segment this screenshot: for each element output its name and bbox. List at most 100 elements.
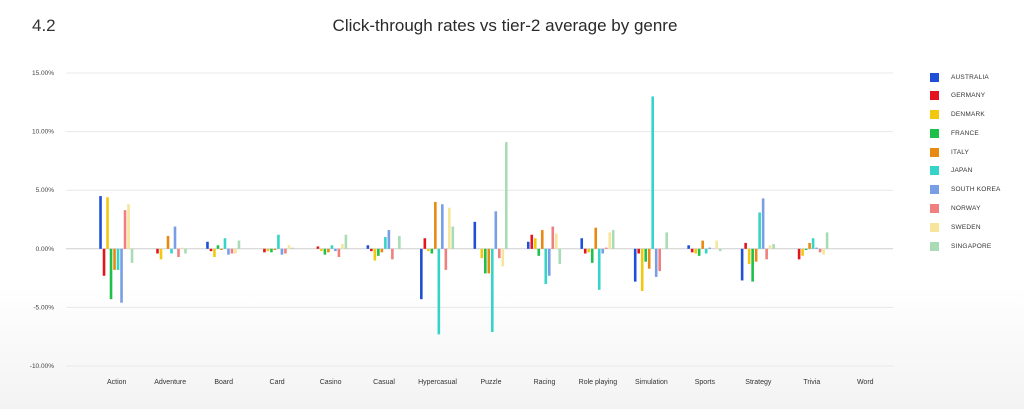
bar-action-australia	[99, 196, 102, 249]
bar-simulation-denmark	[640, 248, 644, 291]
bar-racing-germany	[530, 234, 534, 249]
bar-sports-japan	[704, 248, 708, 254]
legend-label: FRANCE	[951, 129, 979, 137]
bar-puzzle-south-korea	[494, 211, 498, 249]
bar-action-norway	[123, 210, 127, 249]
legend-swatch	[930, 204, 939, 214]
bar-adventure-italy	[166, 235, 170, 249]
bar-board-germany	[209, 248, 213, 252]
bar-role-playing-japan	[597, 248, 601, 290]
bar-casual-japan	[384, 237, 387, 249]
bar-role-playing-france	[590, 248, 594, 263]
legend-label: AUSTRALIA	[951, 73, 989, 81]
y-tick-label: 15.00%	[32, 70, 54, 77]
bar-adventure-denmark	[159, 248, 163, 260]
x-tick-label: Trivia	[803, 379, 820, 386]
legend-item: DENMARK	[930, 108, 1001, 122]
legend-item: GERMANY	[930, 89, 1001, 103]
x-tick-label: Card	[270, 379, 285, 386]
bar-board-singapore	[237, 240, 241, 249]
legend-swatch	[930, 72, 939, 82]
bar-card-italy	[273, 248, 277, 250]
bar-board-norway	[230, 248, 234, 254]
grid-lines	[66, 72, 893, 367]
bar-card-norway	[284, 248, 287, 254]
y-tick-label: 5.00%	[36, 187, 55, 194]
legend-label: SINGAPORE	[951, 242, 992, 250]
legend-swatch	[930, 166, 939, 176]
bar-puzzle-singapore	[505, 142, 508, 249]
x-tick-label: Casino	[320, 379, 342, 386]
x-tick-label: Word	[857, 379, 874, 386]
legend-item: FRANCE	[930, 126, 1001, 140]
bar-puzzle-france	[484, 248, 487, 274]
bar-sports-italy	[701, 240, 704, 249]
bar-action-italy	[113, 248, 116, 270]
bar-casual-denmark	[373, 248, 377, 261]
legend-label: JAPAN	[951, 167, 973, 175]
bar-action-singapore	[130, 248, 134, 263]
bar-sports-sweden	[715, 240, 718, 249]
x-tick-label: Hypercasual	[418, 379, 457, 386]
bar-trivia-south-korea	[815, 247, 818, 249]
x-tick-label: Action	[107, 379, 127, 386]
x-tick-label: Role playing	[579, 379, 618, 386]
bar-board-france	[216, 245, 220, 249]
legend-label: DENMARK	[951, 111, 985, 119]
bar-action-south-korea	[120, 248, 123, 303]
bar-casual-australia	[366, 245, 370, 249]
bar-board-denmark	[213, 248, 216, 258]
bar-simulation-germany	[637, 248, 640, 254]
bar-strategy-norway	[765, 248, 768, 260]
bar-casino-south-korea	[334, 248, 337, 252]
x-tick-label: Racing	[534, 379, 556, 386]
bar-card-germany	[263, 248, 266, 253]
bar-adventure-south-korea	[173, 226, 177, 249]
legend-swatch	[930, 91, 939, 101]
x-tick-label: Simulation	[635, 379, 668, 386]
bar-sports-south-korea	[708, 247, 711, 249]
bar-puzzle-australia	[473, 221, 477, 249]
x-tick-label: Puzzle	[480, 379, 501, 386]
bar-trivia-denmark	[801, 248, 804, 256]
bar-action-germany	[102, 248, 106, 276]
bar-role-playing-denmark	[587, 248, 591, 253]
legend-swatch	[930, 222, 939, 232]
bar-action-france	[109, 248, 113, 300]
bar-casual-italy	[380, 248, 384, 253]
bar-casino-norway	[337, 248, 341, 258]
legend-item: SINGAPORE	[930, 239, 1001, 253]
legend-item: JAPAN	[930, 164, 1001, 178]
bar-strategy-sweden	[768, 245, 772, 249]
bar-adventure-japan	[170, 248, 173, 254]
legend-item: SWEDEN	[930, 220, 1001, 234]
legend-item: AUSTRALIA	[930, 70, 1001, 84]
bar-action-denmark	[106, 197, 109, 249]
legend: AUSTRALIA GERMANY DENMARK FRANCE ITALY JAPAN S…	[930, 70, 1001, 258]
bar-sports-singapore	[718, 248, 722, 252]
bar-board-australia	[206, 241, 209, 249]
x-tick-label: Casual	[373, 379, 395, 386]
bar-board-italy	[220, 248, 223, 250]
bar-strategy-germany	[744, 242, 747, 249]
bar-simulation-south-korea	[654, 248, 658, 277]
chart-title: Click-through rates vs tier-2 average by…	[332, 16, 678, 35]
bar-simulation-italy	[647, 248, 651, 269]
bar-strategy-france	[751, 248, 754, 282]
bar-role-playing-italy	[594, 227, 598, 249]
x-tick-label: Strategy	[745, 379, 772, 386]
bar-action-japan	[116, 248, 120, 270]
bar-hypercasual-sweden	[448, 207, 451, 249]
legend-label: SOUTH KOREA	[951, 186, 1001, 194]
bar-racing-italy	[540, 230, 544, 249]
x-tick-label: Sports	[695, 379, 716, 386]
bar-card-sweden	[287, 245, 291, 249]
bar-strategy-italy	[754, 248, 758, 262]
bar-racing-australia	[526, 241, 530, 249]
bar-racing-japan	[544, 248, 548, 284]
y-tick-label: -5.00%	[33, 304, 54, 311]
bar-casual-south-korea	[387, 230, 391, 249]
bar-sports-germany	[690, 248, 694, 253]
x-tick-label: Board	[214, 379, 233, 386]
bar-role-playing-singapore	[611, 230, 615, 249]
